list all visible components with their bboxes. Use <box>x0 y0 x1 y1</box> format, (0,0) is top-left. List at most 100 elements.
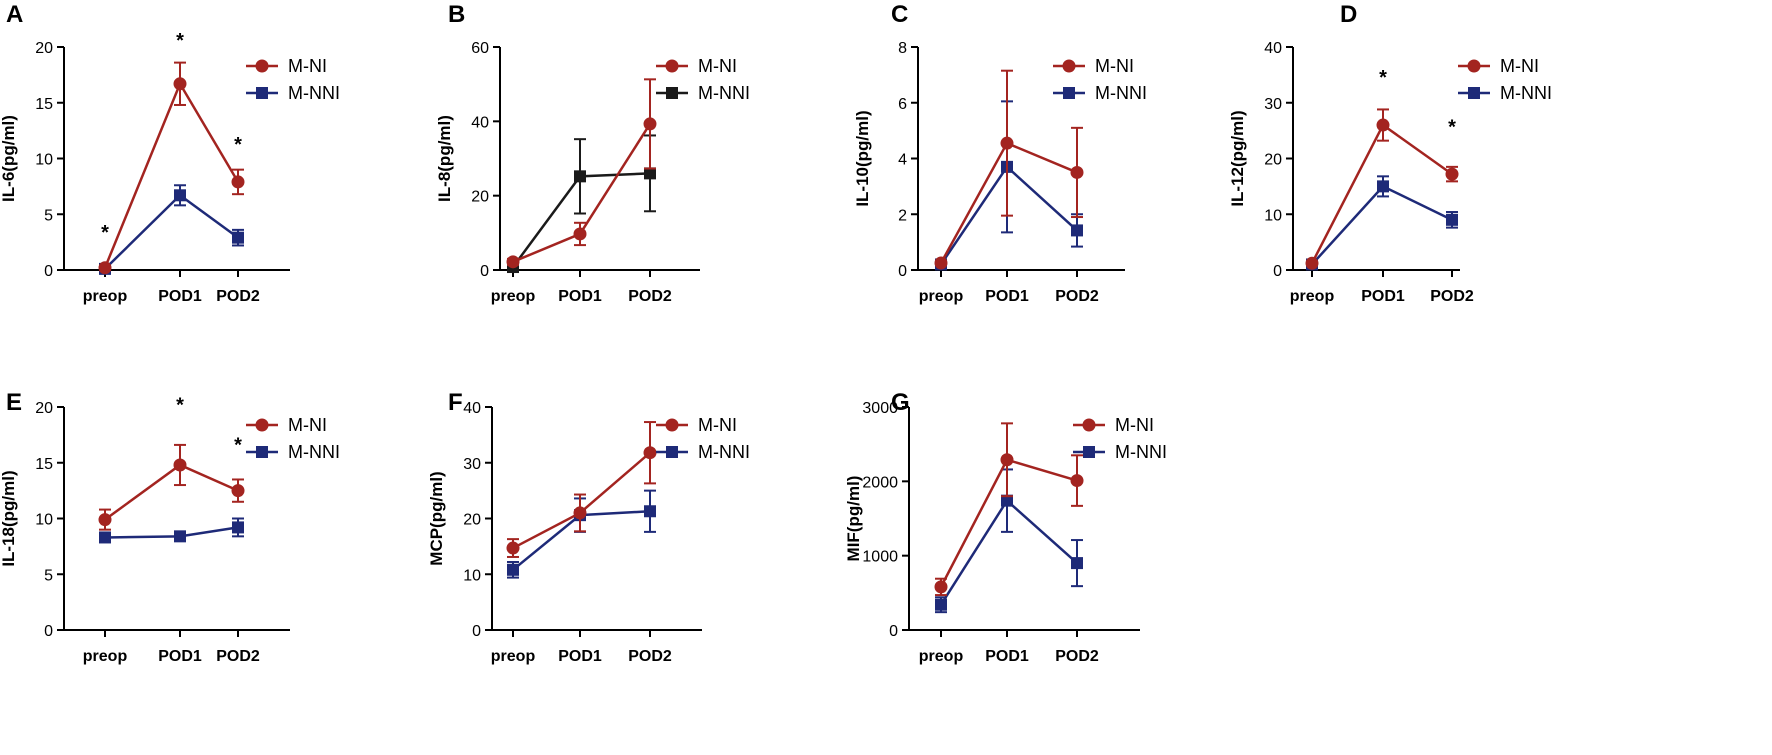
x-tick-label: POD1 <box>158 288 202 305</box>
y-tick-label: 0 <box>480 263 489 280</box>
y-axis-label: IL-8(pg/ml) <box>435 115 454 202</box>
series-m-nni <box>935 468 1083 614</box>
series-m-ni <box>506 78 657 269</box>
panel-letter: E <box>6 389 22 416</box>
chart-panel-b: B 0 20 40 60 preop POD1 POD2 IL-8(pg/ml) M-NI M-NN… <box>435 1 750 305</box>
data-point-m-ni <box>506 255 520 269</box>
legend-label: M-NI <box>1095 56 1134 76</box>
panel-letter: G <box>891 389 910 416</box>
data-point-m-nni <box>644 505 656 518</box>
significance-marker: * <box>234 134 242 156</box>
data-point-m-nni <box>99 531 111 544</box>
y-tick-label: 0 <box>472 623 481 640</box>
series-line-m-ni <box>104 463 239 521</box>
legend-label: M-NNI <box>288 83 340 103</box>
legend-marker <box>665 59 679 73</box>
y-axis-label: IL-18(pg/ml) <box>0 470 18 566</box>
data-point-m-ni <box>934 256 948 270</box>
series-m-nni <box>935 100 1083 271</box>
x-tick-label: POD2 <box>1055 288 1099 305</box>
y-tick-label: 5 <box>44 207 53 224</box>
significance-marker: * <box>176 395 184 417</box>
y-tick-label: 5 <box>44 567 53 584</box>
y-axis-label: MCP(pg/ml) <box>427 471 446 565</box>
legend-marker <box>255 59 269 73</box>
data-point-m-ni <box>231 484 245 498</box>
y-tick-label: 1000 <box>862 549 898 566</box>
significance-marker: * <box>1448 116 1456 138</box>
series-line-m-nni <box>939 498 1078 606</box>
y-tick-label: 10 <box>463 567 481 584</box>
y-tick-label: 15 <box>35 456 53 473</box>
data-point-m-nni <box>644 167 656 180</box>
x-tick-label: POD2 <box>628 648 672 665</box>
legend-marker <box>1062 59 1076 73</box>
data-point-m-nni <box>232 231 244 244</box>
legend-label: M-NI <box>698 56 737 76</box>
legend-marker <box>1082 418 1096 432</box>
y-tick-label: 30 <box>463 456 481 473</box>
series-m-nni <box>507 134 656 274</box>
data-point-m-ni <box>934 580 948 594</box>
legend-label: M-NNI <box>288 442 340 462</box>
series-m-nni <box>1306 175 1458 271</box>
legend-label: M-NI <box>1500 56 1539 76</box>
y-tick-label: 20 <box>1264 152 1282 169</box>
x-tick-label: POD1 <box>985 648 1029 665</box>
data-point-m-ni <box>1070 474 1084 488</box>
series-line-m-ni <box>103 80 240 269</box>
panel-letter: B <box>448 1 465 28</box>
chart-panel-a: A 0 5 10 15 20 preop POD1 POD2 IL-6(pg/ml) * * * M-NI… <box>0 1 340 305</box>
data-point-m-nni <box>1001 494 1013 507</box>
data-point-m-nni <box>1071 224 1083 237</box>
y-tick-label: 10 <box>35 152 53 169</box>
y-tick-label: 15 <box>35 96 53 113</box>
data-point-m-nni <box>174 189 186 202</box>
legend-label: M-NI <box>288 56 327 76</box>
y-tick-label: 2 <box>898 207 907 224</box>
panel-letter: D <box>1340 1 1357 28</box>
data-point-m-nni <box>232 521 244 534</box>
series-m-ni <box>934 69 1084 270</box>
series-m-ni <box>98 61 245 275</box>
y-tick-label: 0 <box>1273 263 1282 280</box>
series-line-m-ni <box>939 458 1078 588</box>
legend-label: M-NNI <box>698 442 750 462</box>
legend-marker <box>255 418 269 432</box>
x-tick-label: preop <box>919 648 964 665</box>
y-tick-label: 2000 <box>862 474 898 491</box>
data-point-m-ni <box>643 117 657 131</box>
series-m-ni <box>1305 108 1459 270</box>
data-point-m-ni <box>506 541 520 555</box>
data-point-m-nni <box>1071 557 1083 570</box>
data-point-m-nni <box>935 598 947 611</box>
y-tick-label: 6 <box>898 96 907 113</box>
data-point-m-ni <box>643 446 657 460</box>
y-tick-label: 30 <box>1264 96 1282 113</box>
data-point-m-nni <box>174 530 186 543</box>
y-tick-label: 40 <box>471 114 489 131</box>
legend-marker <box>665 418 679 432</box>
y-tick-label: 4 <box>898 152 907 169</box>
chart-panel-g: G 0 1000 2000 3000 preop POD1 POD2 MIF(pg/ml) M-N… <box>844 389 1167 665</box>
y-tick-label: 8 <box>898 40 907 57</box>
series-m-nni <box>99 517 244 544</box>
legend-marker <box>1063 87 1075 99</box>
x-tick-label: POD2 <box>628 288 672 305</box>
x-tick-label: POD1 <box>1361 288 1405 305</box>
y-tick-label: 20 <box>35 400 53 417</box>
y-tick-label: 20 <box>463 512 481 529</box>
legend-marker <box>1083 446 1095 458</box>
significance-marker: * <box>234 435 242 457</box>
series-m-ni <box>934 422 1084 597</box>
chart-panel-c: C 0 2 4 6 8 preop POD1 POD2 IL-10(pg/ml) M-NI M-NNI <box>853 1 1147 305</box>
x-tick-label: POD1 <box>158 648 202 665</box>
y-axis-label: IL-10(pg/ml) <box>853 110 872 206</box>
significance-marker: * <box>176 30 184 52</box>
data-point-m-ni <box>1376 118 1390 132</box>
x-tick-label: preop <box>491 648 536 665</box>
x-tick-label: preop <box>919 288 964 305</box>
data-point-m-ni <box>1305 256 1319 270</box>
data-point-m-ni <box>231 175 245 189</box>
